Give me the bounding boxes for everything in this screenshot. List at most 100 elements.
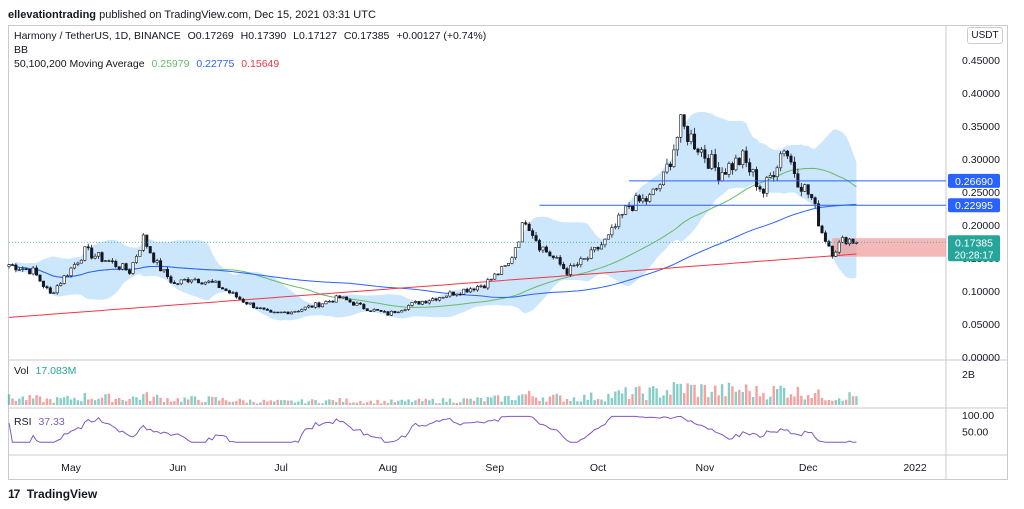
volume-bar <box>21 396 24 405</box>
currency-unit-button[interactable]: USDT <box>967 27 1003 44</box>
candle-body <box>792 161 796 175</box>
volume-bar <box>310 399 314 405</box>
candle-body <box>382 311 386 313</box>
volume-bar <box>304 403 307 405</box>
volume-bar <box>662 395 665 405</box>
volume-bar <box>200 402 204 405</box>
volume-bar <box>331 400 335 405</box>
volume-bar <box>527 390 531 405</box>
volume-bar <box>390 399 393 405</box>
volume-bar <box>779 385 782 405</box>
chart-frame <box>8 25 1008 480</box>
x-tick-label: Nov <box>696 462 715 474</box>
ma200-line <box>8 253 857 318</box>
candle-body <box>376 309 380 311</box>
volume-bar <box>31 398 35 405</box>
candle-body <box>131 262 135 274</box>
high-value: H0.17390 <box>240 30 287 42</box>
volume-bar <box>707 396 710 405</box>
candle-body <box>431 298 435 302</box>
bb-label[interactable]: BB <box>14 44 29 56</box>
volume-bar <box>245 402 248 405</box>
volume-bar <box>428 400 431 405</box>
candle-body <box>351 301 355 306</box>
volume-bar <box>124 401 128 405</box>
volume-bar <box>521 394 524 405</box>
candle-body <box>448 291 452 297</box>
y-tick-label: 0.40000 <box>962 88 1000 100</box>
volume-bar <box>514 400 517 405</box>
author-name[interactable]: ellevationtrading <box>8 9 97 21</box>
tradingview-logo-icon: 17 <box>8 487 20 501</box>
volume-bar <box>407 399 410 405</box>
candle-body <box>603 238 607 246</box>
rsi-label[interactable]: RSI <box>14 416 32 428</box>
candle-body <box>66 275 70 277</box>
volume-bar <box>80 401 83 405</box>
volume-bar <box>741 391 744 405</box>
bollinger-band-area <box>9 111 857 321</box>
candle-body <box>403 309 407 311</box>
candle-body <box>455 293 459 296</box>
volume-bar <box>221 398 224 405</box>
current-price-label: 0.17385 <box>955 237 993 249</box>
candle-body <box>190 279 194 283</box>
candle-body <box>699 149 703 153</box>
volume-bar <box>503 396 507 405</box>
candle-body <box>544 246 548 253</box>
volume-bar <box>393 402 397 405</box>
volume-bar <box>445 401 448 405</box>
volume-bar <box>565 399 569 405</box>
volume-bar <box>665 390 669 405</box>
volume-axis-label: 2B <box>962 369 975 381</box>
candle-body <box>493 273 497 280</box>
candle-body <box>462 288 466 295</box>
candle-body <box>86 246 90 249</box>
candle-body <box>252 302 256 309</box>
candle-body <box>407 305 411 310</box>
candle-body <box>286 311 290 315</box>
volume-bar <box>827 400 831 405</box>
volume-bar <box>786 397 789 405</box>
candle-body <box>503 265 507 267</box>
candle-body <box>662 171 666 186</box>
candle-body <box>565 268 569 275</box>
volume-bar <box>107 393 111 405</box>
volume-bar <box>538 400 541 405</box>
candle-body <box>679 114 683 138</box>
candle-body <box>479 285 483 288</box>
ma-label[interactable]: 50,100,200 Moving Average <box>14 58 145 70</box>
volume-bar <box>658 397 662 405</box>
candle-body <box>217 280 221 288</box>
volume-bar <box>114 398 117 405</box>
level-price-tag[interactable] <box>948 173 1000 188</box>
candle-body <box>693 133 697 150</box>
volume-bar <box>145 392 148 405</box>
volume-bar <box>672 382 676 405</box>
volume-bar <box>813 393 817 405</box>
candle-body <box>245 301 249 305</box>
volume-bar <box>607 393 610 405</box>
volume-bar <box>149 401 152 405</box>
volume-bar <box>820 398 824 405</box>
symbol-name[interactable]: Harmony / TetherUS, 1D, BINANCE <box>14 30 181 42</box>
volume-bar <box>300 399 304 405</box>
current-price-tag[interactable] <box>948 235 1000 262</box>
volume-bar <box>555 393 558 405</box>
level-price-tag[interactable] <box>948 198 1000 213</box>
volume-bar <box>386 402 390 405</box>
volume-bar <box>748 390 751 405</box>
volume-bar <box>414 400 417 405</box>
vol-label[interactable]: Vol <box>14 365 29 377</box>
candle-body <box>31 267 35 275</box>
candle-body <box>813 197 817 205</box>
volume-bar <box>118 398 121 405</box>
candle-body <box>655 188 659 190</box>
volume-bar <box>838 398 841 405</box>
volume-bar <box>800 395 803 405</box>
candle-body <box>641 198 645 202</box>
x-tick-label: Oct <box>590 462 606 474</box>
y-tick-label: 0.30000 <box>962 154 1000 166</box>
candle-body <box>38 274 42 282</box>
